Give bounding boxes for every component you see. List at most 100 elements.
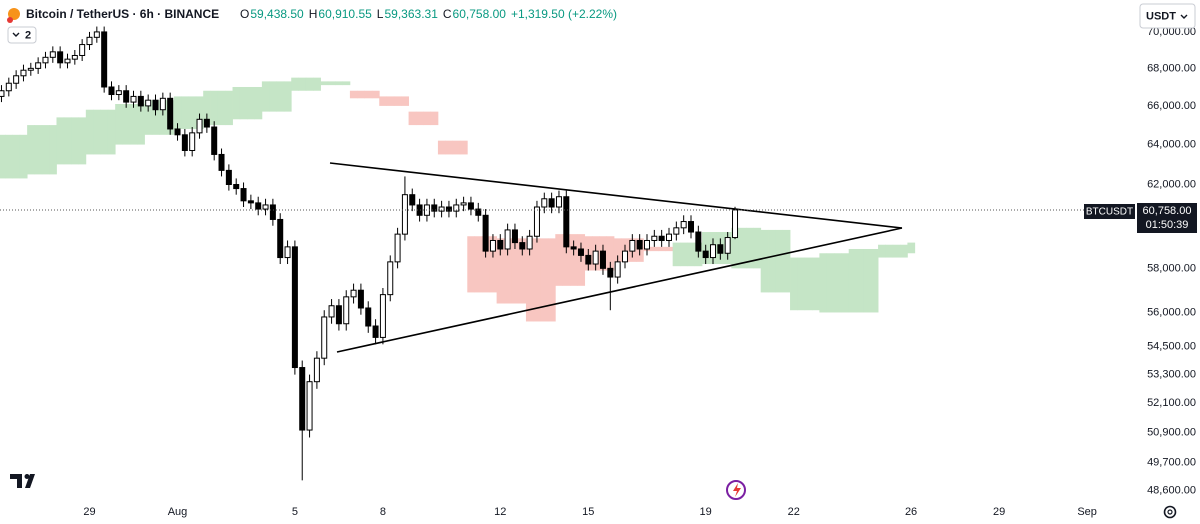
cloud-segment xyxy=(782,229,791,293)
cloud-segment xyxy=(481,236,490,293)
candle-body xyxy=(13,75,20,84)
chevron-icon xyxy=(12,32,20,37)
cloud-segment xyxy=(305,77,314,91)
currency-button[interactable] xyxy=(1139,3,1196,29)
y-tick-label: 58,000.00 xyxy=(1147,262,1196,274)
cloud-segment xyxy=(393,96,402,106)
legend-value: 60,910.55 xyxy=(318,7,372,21)
cloud-segment xyxy=(555,234,564,286)
cloud-segment xyxy=(423,111,431,126)
cloud-segment xyxy=(907,242,916,254)
candle-body xyxy=(592,250,599,265)
indicator-toggle[interactable]: 2 xyxy=(7,26,37,44)
candle-body xyxy=(137,95,144,107)
cloud-segment xyxy=(210,90,219,126)
candle-body xyxy=(387,261,394,296)
cloud-segment xyxy=(878,244,886,258)
candle-body xyxy=(511,229,518,244)
cloud-segment xyxy=(41,125,50,175)
cloud-segment xyxy=(790,257,798,311)
price-tag: BTCUSDT 60,758.00 01:50:39 xyxy=(1084,203,1197,233)
candle-body xyxy=(710,244,717,259)
candle-body xyxy=(688,221,695,233)
candle-body xyxy=(497,239,504,250)
cloud-segment xyxy=(680,242,688,267)
candle-body xyxy=(328,305,335,318)
tradingview-logo[interactable] xyxy=(10,474,35,488)
cloud-segment xyxy=(445,140,454,155)
cloud-segment xyxy=(569,234,578,286)
gear-outer[interactable] xyxy=(1163,505,1177,519)
y-tick-label: 64,000.00 xyxy=(1147,138,1196,150)
logo-dot xyxy=(24,474,30,479)
cloud-segment xyxy=(415,111,424,126)
candle-body xyxy=(431,204,438,212)
events-icon[interactable] xyxy=(726,480,746,500)
cloud-segment xyxy=(408,111,417,126)
candle-body xyxy=(475,208,482,216)
cloud-segment xyxy=(107,109,116,155)
x-tick-label: Sep xyxy=(1077,506,1097,518)
cloud-segment xyxy=(49,125,57,175)
candle-body xyxy=(599,250,606,269)
cloud-segment xyxy=(768,229,776,293)
cloud-segment xyxy=(533,238,542,322)
cloud-segment xyxy=(56,117,65,165)
cloud-segment xyxy=(753,227,762,269)
cloud-segment xyxy=(276,81,285,112)
cloud-segment xyxy=(247,86,255,120)
logo-mark[interactable] xyxy=(10,474,35,488)
cloud-segment xyxy=(129,103,138,145)
cloud-segment xyxy=(672,242,681,267)
cloud-segment xyxy=(63,117,72,165)
y-tick-label: 53,300.00 xyxy=(1147,368,1196,380)
cloud-segment xyxy=(335,81,343,86)
candle-body xyxy=(159,97,166,111)
x-tick-label: 8 xyxy=(380,506,386,518)
y-tick-label: 48,600.00 xyxy=(1147,485,1196,497)
ohlc-legend: O 59,438.50 H 60,910.55 L 59,363.31 C 60,758.00… xyxy=(240,7,617,21)
symbol-tag-bg xyxy=(1084,204,1135,219)
candle-body xyxy=(607,267,614,278)
currency-select[interactable]: USDT xyxy=(1139,3,1196,29)
indicator-count: 2 xyxy=(25,29,31,41)
candle-body xyxy=(181,134,188,151)
cloud-segment xyxy=(900,244,908,258)
candle-body xyxy=(247,200,254,204)
toggle-button[interactable] xyxy=(7,26,37,44)
price-tag-bg xyxy=(1137,203,1197,233)
candle-body xyxy=(445,206,452,212)
cloud-segment xyxy=(892,244,901,258)
x-tick-label: 26 xyxy=(905,506,917,518)
y-tick-label: 66,000.00 xyxy=(1147,100,1196,112)
cloud-segment xyxy=(349,90,358,99)
cloud-segment xyxy=(856,248,864,313)
candle-body xyxy=(5,82,12,92)
cloud-segment xyxy=(834,253,842,313)
cloud-segment xyxy=(269,81,277,112)
cloud-segment xyxy=(518,238,527,304)
settings-icon[interactable] xyxy=(1163,505,1177,519)
candle-body xyxy=(401,194,408,235)
cloud-segment xyxy=(511,238,520,304)
cloud-segment xyxy=(746,227,754,269)
y-tick-label: 50,900.00 xyxy=(1147,426,1196,438)
cloud-segment xyxy=(379,96,387,106)
cloud-segment xyxy=(19,134,28,179)
cloud-segment xyxy=(203,90,211,126)
cloud-segment xyxy=(613,238,622,262)
cloud-segment xyxy=(122,103,131,145)
cloud-segment xyxy=(489,236,498,293)
cloud-segment xyxy=(327,81,336,86)
candle-body xyxy=(284,246,291,259)
price-tag-value: 60,758.00 xyxy=(1143,205,1192,217)
candle-body xyxy=(467,202,474,210)
y-tick-label: 49,700.00 xyxy=(1147,456,1196,468)
cloud-segment xyxy=(386,96,395,106)
candle-body xyxy=(313,357,320,383)
candle-body xyxy=(86,36,93,46)
candle-body xyxy=(269,204,276,220)
candle-body xyxy=(240,188,247,202)
cloud-segment xyxy=(819,253,828,313)
